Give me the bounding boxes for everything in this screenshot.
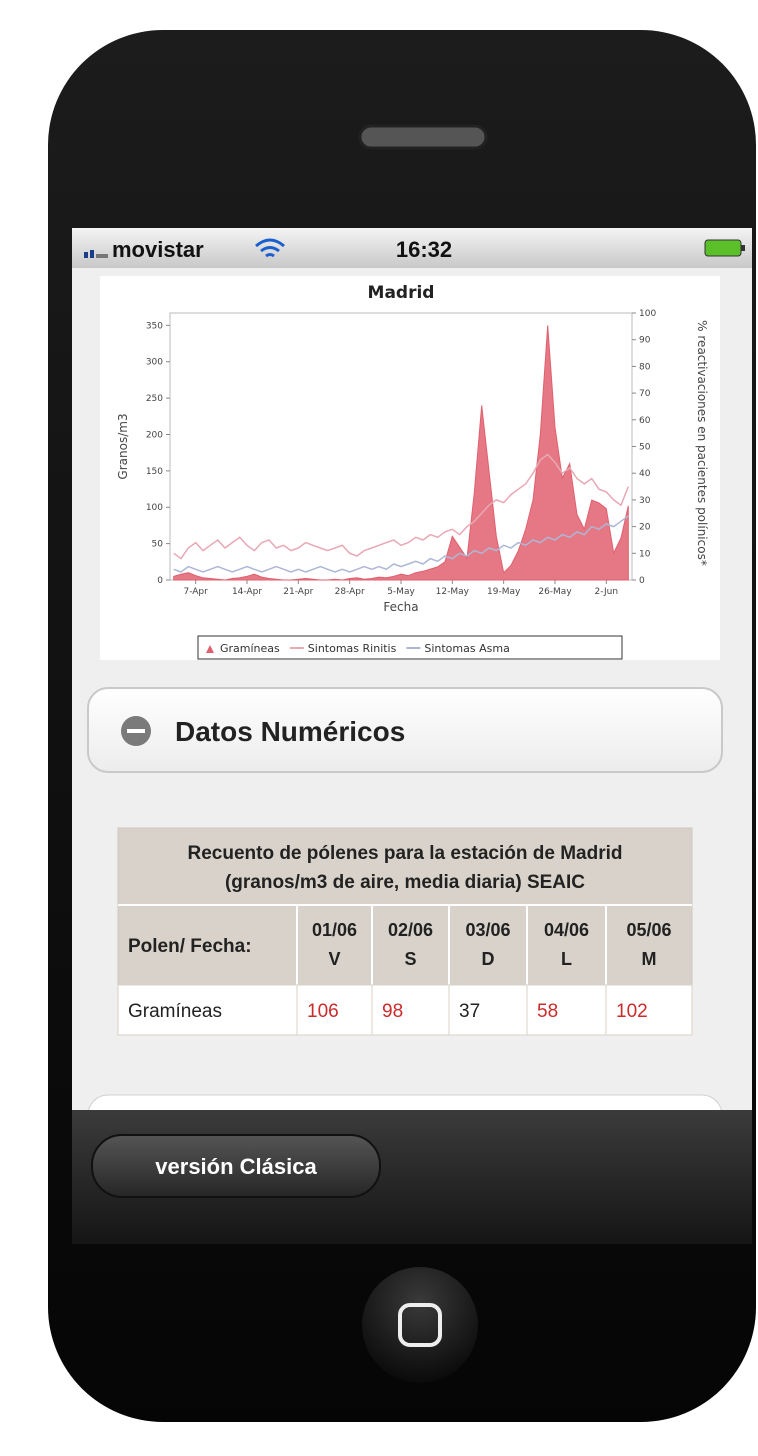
y-tick-label: 250 <box>146 394 163 404</box>
y-tick-label: 350 <box>146 321 163 331</box>
x-tick-label: 12-May <box>436 587 470 597</box>
y-tick-label: 150 <box>146 467 163 477</box>
clock: 16:32 <box>396 237 452 262</box>
header-day: S <box>404 949 416 969</box>
y-tick-label: 0 <box>157 576 163 586</box>
y-tick-label: 200 <box>146 430 163 440</box>
header-date: 05/06 <box>626 920 671 940</box>
header-date: 04/06 <box>544 920 589 940</box>
classic-button-label: versión Clásica <box>155 1154 317 1179</box>
y2-tick-label: 40 <box>639 469 651 479</box>
y-axis-label: Granos/m3 <box>116 413 130 479</box>
cell-value: 98 <box>382 1001 403 1022</box>
table-title: (granos/m3 de aire, media diaria) SEAIC <box>225 872 585 893</box>
x-tick-label: 19-May <box>487 587 521 597</box>
row-label: Gramíneas <box>128 1001 222 1022</box>
section-title: Datos Numéricos <box>175 716 405 747</box>
cell-value: 37 <box>459 1001 480 1022</box>
x-tick-label: 7-Apr <box>183 587 208 597</box>
y2-tick-label: 30 <box>639 496 651 506</box>
header-day: D <box>482 949 495 969</box>
speaker <box>360 126 486 148</box>
header-date: 01/06 <box>312 920 357 940</box>
y-tick-label: 100 <box>146 503 163 513</box>
header-date: 02/06 <box>388 920 433 940</box>
legend-label: Sintomas Asma <box>424 642 509 655</box>
header-day: M <box>642 949 657 969</box>
data-table: Recuento de pólenes para la estación de … <box>118 828 692 1035</box>
x-tick-label: 26-May <box>538 587 572 597</box>
chart-title: Madrid <box>368 283 435 303</box>
cell-value: 58 <box>537 1001 558 1022</box>
battery-icon <box>705 240 745 256</box>
header-day: L <box>561 949 572 969</box>
y-tick-label: 50 <box>152 540 164 550</box>
header-date: 03/06 <box>465 920 510 940</box>
x-tick-label: 5-May <box>387 587 415 597</box>
y2-tick-label: 10 <box>639 549 651 559</box>
y2-tick-label: 80 <box>639 362 651 372</box>
y2-tick-label: 50 <box>639 443 651 453</box>
x-tick-label: 28-Apr <box>335 587 365 597</box>
header-label: Polen/ Fecha: <box>128 936 252 957</box>
legend-label: Sintomas Rinitis <box>308 642 397 655</box>
y-tick-label: 300 <box>146 358 163 368</box>
y2-tick-label: 70 <box>639 389 651 399</box>
y2-tick-label: 0 <box>639 576 645 586</box>
table-title: Recuento de pólenes para la estación de … <box>187 843 622 864</box>
y2-axis-label: % reactivaciones en pacientes polínicos* <box>695 320 709 566</box>
y2-tick-label: 100 <box>639 309 656 319</box>
carrier: movistar <box>112 237 204 262</box>
x-tick-label: 21-Apr <box>283 587 313 597</box>
phone-screenshot: movistar 16:32 Madrid0501001502002503003… <box>0 0 758 1451</box>
cell-value: 106 <box>307 1001 339 1022</box>
y2-tick-label: 90 <box>639 336 651 346</box>
y2-tick-label: 60 <box>639 416 651 426</box>
legend-label: Gramíneas <box>220 642 280 655</box>
y2-tick-label: 20 <box>639 523 651 533</box>
x-axis-label: Fecha <box>383 600 418 614</box>
cell-value: 102 <box>616 1001 648 1022</box>
page: movistar 16:32 Madrid0501001502002503003… <box>0 0 758 1451</box>
home-button[interactable] <box>362 1267 478 1383</box>
x-tick-label: 14-Apr <box>232 587 262 597</box>
x-tick-label: 2-Jun <box>595 587 619 597</box>
header-day: V <box>328 949 340 969</box>
collapse-bar <box>127 729 145 733</box>
